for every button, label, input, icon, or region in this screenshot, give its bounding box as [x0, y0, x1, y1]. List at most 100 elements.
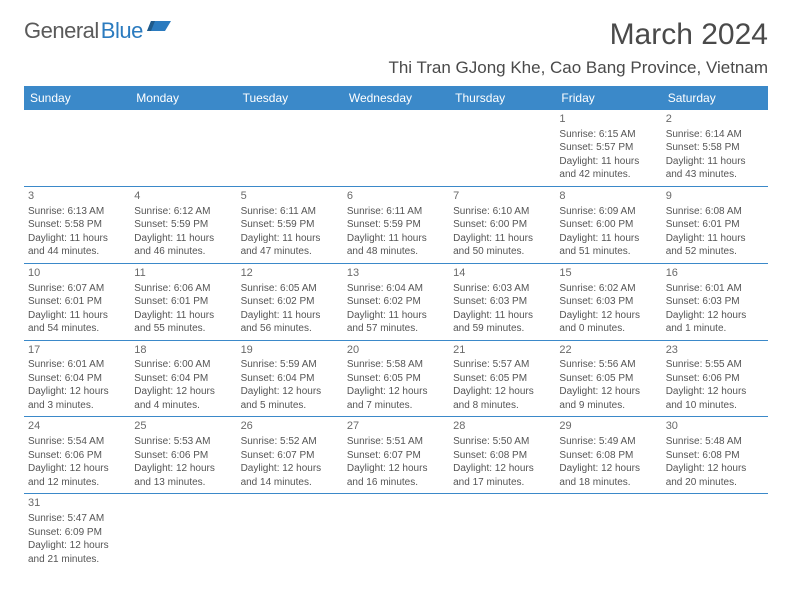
day2-text: and 52 minutes. — [666, 245, 764, 259]
day2-text: and 55 minutes. — [134, 322, 232, 336]
day2-text: and 4 minutes. — [134, 399, 232, 413]
sunrise-text: Sunrise: 6:09 AM — [559, 205, 657, 219]
day2-text: and 7 minutes. — [347, 399, 445, 413]
sunset-text: Sunset: 6:03 PM — [666, 295, 764, 309]
day-header: Thursday — [449, 86, 555, 110]
sunset-text: Sunset: 5:57 PM — [559, 141, 657, 155]
day-number: 19 — [241, 343, 339, 358]
calendar-cell: 24Sunrise: 5:54 AMSunset: 6:06 PMDayligh… — [24, 417, 130, 494]
day1-text: Daylight: 11 hours — [347, 232, 445, 246]
day2-text: and 17 minutes. — [453, 476, 551, 490]
day-number: 9 — [666, 189, 764, 204]
sunset-text: Sunset: 6:07 PM — [241, 449, 339, 463]
calendar-cell — [449, 494, 555, 570]
day2-text: and 16 minutes. — [347, 476, 445, 490]
location-text: Thi Tran GJong Khe, Cao Bang Province, V… — [388, 58, 768, 78]
calendar-body: 1Sunrise: 6:15 AMSunset: 5:57 PMDaylight… — [24, 110, 768, 570]
sunrise-text: Sunrise: 6:10 AM — [453, 205, 551, 219]
calendar-cell: 12Sunrise: 6:05 AMSunset: 6:02 PMDayligh… — [237, 263, 343, 340]
day2-text: and 43 minutes. — [666, 168, 764, 182]
calendar-cell: 16Sunrise: 6:01 AMSunset: 6:03 PMDayligh… — [662, 263, 768, 340]
calendar-cell: 9Sunrise: 6:08 AMSunset: 6:01 PMDaylight… — [662, 186, 768, 263]
day-number: 7 — [453, 189, 551, 204]
day-header: Saturday — [662, 86, 768, 110]
calendar-cell — [449, 110, 555, 186]
day2-text: and 13 minutes. — [134, 476, 232, 490]
sunset-text: Sunset: 6:05 PM — [347, 372, 445, 386]
calendar-cell: 28Sunrise: 5:50 AMSunset: 6:08 PMDayligh… — [449, 417, 555, 494]
sunrise-text: Sunrise: 6:07 AM — [28, 282, 126, 296]
sunset-text: Sunset: 6:02 PM — [347, 295, 445, 309]
day-header: Friday — [555, 86, 661, 110]
sunset-text: Sunset: 5:58 PM — [28, 218, 126, 232]
day2-text: and 48 minutes. — [347, 245, 445, 259]
day1-text: Daylight: 12 hours — [28, 539, 126, 553]
sunrise-text: Sunrise: 6:01 AM — [28, 358, 126, 372]
sunset-text: Sunset: 6:05 PM — [559, 372, 657, 386]
day-number: 18 — [134, 343, 232, 358]
day1-text: Daylight: 11 hours — [134, 309, 232, 323]
sunrise-text: Sunrise: 6:03 AM — [453, 282, 551, 296]
day2-text: and 10 minutes. — [666, 399, 764, 413]
sunset-text: Sunset: 6:08 PM — [453, 449, 551, 463]
calendar-cell: 19Sunrise: 5:59 AMSunset: 6:04 PMDayligh… — [237, 340, 343, 417]
sunrise-text: Sunrise: 6:11 AM — [241, 205, 339, 219]
sunset-text: Sunset: 6:00 PM — [453, 218, 551, 232]
sunrise-text: Sunrise: 5:49 AM — [559, 435, 657, 449]
sunset-text: Sunset: 6:01 PM — [666, 218, 764, 232]
brand-part1: General — [24, 18, 99, 44]
sunrise-text: Sunrise: 5:50 AM — [453, 435, 551, 449]
day-number: 12 — [241, 266, 339, 281]
sunrise-text: Sunrise: 6:06 AM — [134, 282, 232, 296]
sunrise-text: Sunrise: 5:48 AM — [666, 435, 764, 449]
sunrise-text: Sunrise: 5:52 AM — [241, 435, 339, 449]
day-number: 31 — [28, 496, 126, 511]
sunset-text: Sunset: 5:58 PM — [666, 141, 764, 155]
brand-logo: GeneralBlue — [24, 18, 171, 44]
calendar-cell — [662, 494, 768, 570]
day-number: 13 — [347, 266, 445, 281]
sunset-text: Sunset: 6:02 PM — [241, 295, 339, 309]
calendar-cell: 22Sunrise: 5:56 AMSunset: 6:05 PMDayligh… — [555, 340, 661, 417]
day-number: 25 — [134, 419, 232, 434]
day1-text: Daylight: 12 hours — [28, 462, 126, 476]
day1-text: Daylight: 11 hours — [666, 232, 764, 246]
day1-text: Daylight: 12 hours — [347, 462, 445, 476]
day-number: 26 — [241, 419, 339, 434]
day-number: 3 — [28, 189, 126, 204]
day1-text: Daylight: 12 hours — [666, 462, 764, 476]
calendar-row: 1Sunrise: 6:15 AMSunset: 5:57 PMDaylight… — [24, 110, 768, 186]
sunset-text: Sunset: 6:08 PM — [559, 449, 657, 463]
calendar-cell: 26Sunrise: 5:52 AMSunset: 6:07 PMDayligh… — [237, 417, 343, 494]
day1-text: Daylight: 11 hours — [28, 232, 126, 246]
day1-text: Daylight: 12 hours — [453, 385, 551, 399]
sunrise-text: Sunrise: 5:58 AM — [347, 358, 445, 372]
calendar-cell — [343, 494, 449, 570]
sunset-text: Sunset: 6:06 PM — [666, 372, 764, 386]
day-number: 27 — [347, 419, 445, 434]
calendar-cell: 3Sunrise: 6:13 AMSunset: 5:58 PMDaylight… — [24, 186, 130, 263]
calendar-cell: 5Sunrise: 6:11 AMSunset: 5:59 PMDaylight… — [237, 186, 343, 263]
day-header: Tuesday — [237, 86, 343, 110]
logo-flag-icon — [147, 17, 171, 35]
sunrise-text: Sunrise: 6:14 AM — [666, 128, 764, 142]
day-number: 2 — [666, 112, 764, 127]
day1-text: Daylight: 12 hours — [453, 462, 551, 476]
calendar-cell: 4Sunrise: 6:12 AMSunset: 5:59 PMDaylight… — [130, 186, 236, 263]
sunset-text: Sunset: 6:04 PM — [28, 372, 126, 386]
day1-text: Daylight: 11 hours — [559, 155, 657, 169]
day-number: 4 — [134, 189, 232, 204]
day2-text: and 9 minutes. — [559, 399, 657, 413]
day1-text: Daylight: 12 hours — [559, 385, 657, 399]
day1-text: Daylight: 11 hours — [559, 232, 657, 246]
calendar-cell: 7Sunrise: 6:10 AMSunset: 6:00 PMDaylight… — [449, 186, 555, 263]
day1-text: Daylight: 12 hours — [666, 309, 764, 323]
day-number: 5 — [241, 189, 339, 204]
day1-text: Daylight: 12 hours — [666, 385, 764, 399]
day-number: 20 — [347, 343, 445, 358]
day2-text: and 0 minutes. — [559, 322, 657, 336]
day-header: Sunday — [24, 86, 130, 110]
day2-text: and 50 minutes. — [453, 245, 551, 259]
calendar-cell — [237, 110, 343, 186]
day1-text: Daylight: 12 hours — [134, 385, 232, 399]
